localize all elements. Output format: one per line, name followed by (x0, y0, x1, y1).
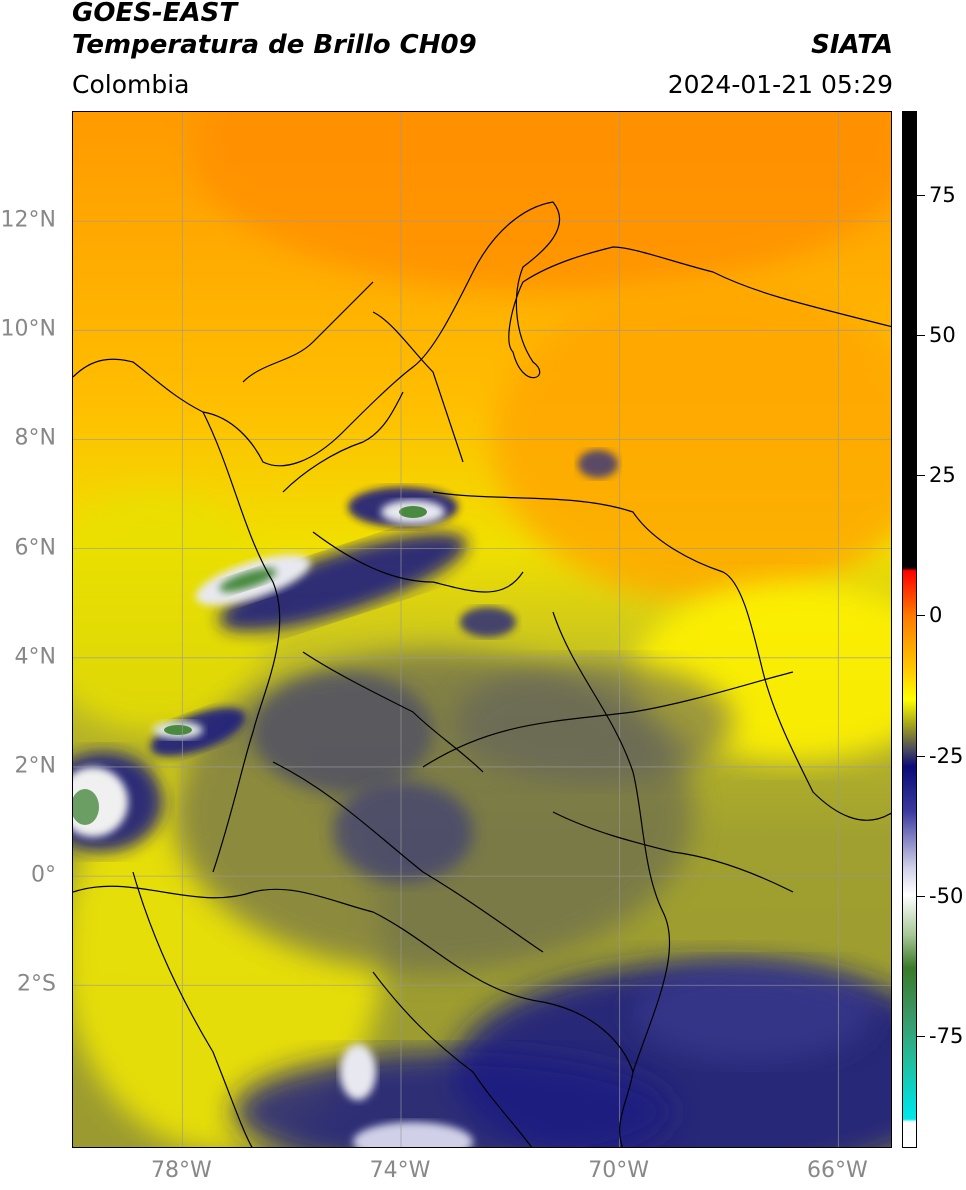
colorbar-tick-label: 75 (929, 183, 956, 208)
colorbar-tick-label: -75 (929, 1023, 964, 1048)
product-subtitle: Temperatura de Brillo CH09 (72, 30, 477, 60)
brightness-temperature-field (73, 112, 891, 1147)
colorbar-tick-mark (917, 1035, 925, 1037)
colorbar-tick-mark (917, 195, 925, 197)
colorbar-tick-label: 25 (929, 463, 956, 488)
timestamp-label: 2024-01-21 05:29 (667, 70, 893, 99)
colorbar-tick-label: -25 (929, 743, 964, 768)
longitude-tick-label: 78°W (150, 1158, 212, 1183)
latitude-tick-label: 12°N (0, 207, 56, 233)
satellite-map[interactable] (72, 111, 892, 1148)
colorbar-tick-mark (917, 755, 925, 757)
longitude-tick-label: 66°W (806, 1158, 868, 1183)
colorbar-tick-label: 50 (929, 323, 956, 348)
colorbar (902, 111, 917, 1148)
colorbar-tick-mark (917, 335, 925, 337)
latitude-tick-label: 2°S (17, 971, 56, 997)
colorbar-tick-mark (917, 615, 925, 617)
longitude-tick-label: 70°W (588, 1158, 650, 1183)
product-title: GOES-EAST (72, 0, 238, 28)
colorbar-tick-label: 0 (929, 603, 943, 628)
longitude-tick-label: 74°W (369, 1158, 431, 1183)
latitude-tick-label: 10°N (0, 316, 56, 342)
latitude-tick-label: 4°N (14, 644, 56, 670)
latitude-tick-label: 2°N (14, 753, 56, 779)
colorbar-tick-mark (917, 895, 925, 897)
colorbar-tick-mark (917, 475, 925, 477)
region-label: Colombia (72, 70, 190, 99)
latitude-tick-label: 6°N (14, 535, 56, 561)
political-borders (73, 201, 891, 1147)
organization-label: SIATA (811, 30, 893, 60)
graticule (73, 112, 891, 1147)
latitude-tick-label: 8°N (14, 425, 56, 451)
latitude-tick-label: 0° (31, 862, 56, 888)
colorbar-tick-label: -50 (929, 883, 964, 908)
